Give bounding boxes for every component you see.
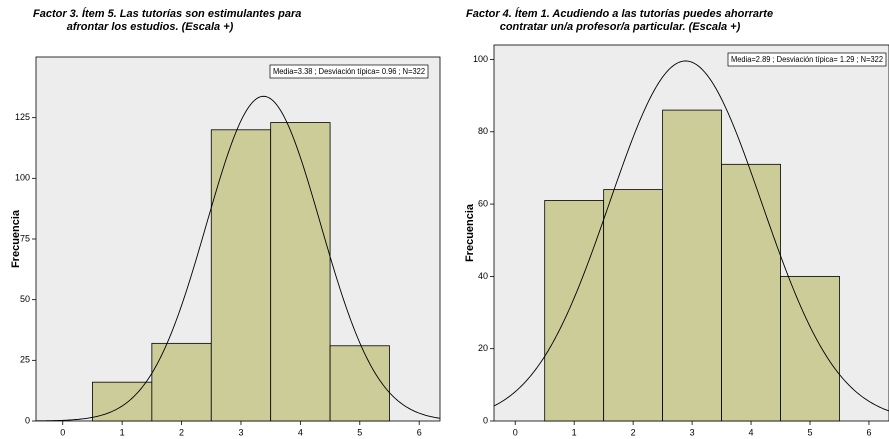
bar: [780, 275, 840, 422]
x-tick-label: 2: [179, 427, 184, 437]
x-tick-label: 4: [749, 427, 754, 437]
normal-curve: [494, 60, 889, 412]
x-tick-label: 5: [807, 427, 812, 437]
x-tick-label: 4: [298, 427, 303, 437]
y-axis-label: Frecuencia: [464, 203, 476, 262]
chart-title: Factor 4. Ítem 1. Acudiendo a las tutorí…: [466, 7, 773, 20]
stats-box: [727, 52, 887, 67]
x-tick-label: 5: [357, 427, 362, 437]
x-tick-label: 3: [238, 427, 243, 437]
y-tick-label: 0: [483, 415, 488, 425]
y-tick-label: 75: [20, 233, 30, 243]
bar: [92, 381, 153, 422]
bar: [662, 109, 722, 422]
bar: [151, 342, 212, 422]
bar: [210, 129, 272, 422]
y-tick-label: 100: [15, 173, 30, 183]
bar: [544, 200, 605, 422]
x-tick-label: 0: [60, 427, 65, 437]
x-tick-label: 2: [631, 427, 636, 437]
y-tick-label: 40: [478, 271, 488, 281]
chart-title: contratar un/a profesor/a particular. (E…: [500, 21, 741, 33]
bar: [270, 122, 331, 422]
stats-label: Media=3.38 ; Desviación típica= 0.96 ; N…: [273, 67, 426, 76]
y-axis-label: Frecuencia: [10, 209, 22, 268]
y-tick-label: 20: [478, 343, 488, 353]
y-tick-label: 25: [20, 355, 30, 365]
x-tick-label: 1: [572, 427, 577, 437]
x-tick-label: 0: [513, 427, 518, 437]
y-tick-label: 100: [473, 54, 488, 64]
y-tick-label: 0: [25, 415, 30, 425]
x-tick-label: 3: [690, 427, 695, 437]
x-tick-label: 6: [866, 427, 871, 437]
y-tick-label: 50: [20, 294, 30, 304]
bar: [721, 163, 781, 422]
stats-label: Media=2.89 ; Desviación típica= 1.29 ; N…: [731, 55, 884, 64]
y-tick-label: 125: [15, 112, 30, 122]
bar: [329, 345, 390, 422]
bar: [603, 189, 664, 422]
stats-box: [269, 64, 429, 79]
normal-curve: [36, 95, 440, 421]
chart-title: Factor 3. Ítem 5. Las tutorías son estim…: [33, 7, 301, 20]
x-tick-label: 1: [120, 427, 125, 437]
x-tick-label: 6: [417, 427, 422, 437]
chart-title: afrontar los estudios. (Escala +): [67, 21, 234, 33]
y-tick-label: 60: [478, 198, 488, 208]
y-tick-label: 80: [478, 126, 488, 136]
